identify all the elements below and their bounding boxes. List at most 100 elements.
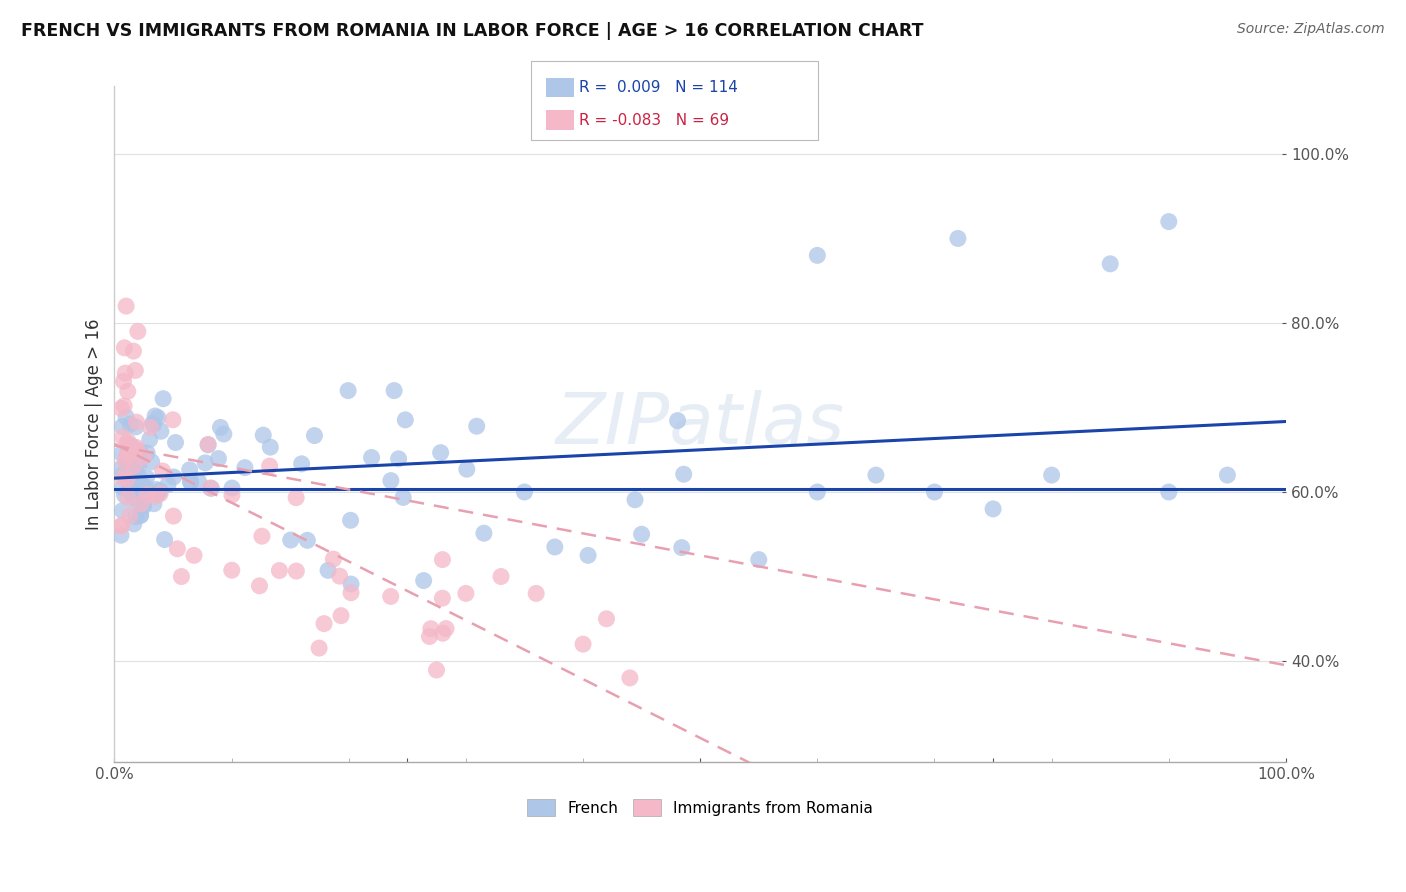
Point bbox=[672, 467, 695, 482]
Point bbox=[131, 449, 153, 463]
Point bbox=[118, 508, 141, 523]
Point bbox=[122, 344, 145, 359]
Point bbox=[806, 248, 828, 262]
Point bbox=[115, 449, 138, 463]
Point bbox=[145, 483, 167, 497]
Point bbox=[146, 410, 169, 425]
Point bbox=[129, 508, 152, 522]
Point bbox=[544, 540, 567, 554]
Point bbox=[619, 671, 641, 685]
Point bbox=[118, 445, 141, 459]
Point bbox=[465, 419, 488, 434]
Point bbox=[118, 478, 141, 492]
Point bbox=[129, 508, 152, 523]
Point bbox=[259, 458, 281, 473]
Point bbox=[316, 563, 339, 577]
Point bbox=[513, 485, 536, 500]
Point bbox=[117, 442, 139, 456]
Point bbox=[165, 435, 187, 450]
Point bbox=[134, 480, 156, 494]
Point bbox=[131, 490, 153, 504]
Point bbox=[250, 529, 273, 543]
Point bbox=[111, 503, 134, 517]
Point bbox=[337, 384, 360, 398]
Point bbox=[162, 413, 184, 427]
Point bbox=[112, 341, 135, 355]
Point bbox=[143, 490, 166, 504]
Point bbox=[120, 446, 142, 460]
Point bbox=[129, 445, 152, 459]
Point bbox=[312, 616, 335, 631]
Point bbox=[360, 450, 382, 465]
Point bbox=[489, 569, 512, 583]
Point bbox=[285, 491, 308, 505]
Point bbox=[187, 475, 209, 489]
Point bbox=[125, 509, 148, 524]
Point bbox=[380, 474, 402, 488]
Point bbox=[115, 410, 138, 425]
Point bbox=[115, 473, 138, 487]
Point bbox=[142, 417, 165, 432]
Point bbox=[212, 427, 235, 442]
Point bbox=[572, 637, 595, 651]
Point bbox=[117, 457, 139, 471]
Point bbox=[110, 519, 132, 533]
Point bbox=[194, 456, 217, 470]
Point bbox=[125, 478, 148, 492]
Point bbox=[152, 464, 174, 478]
Point bbox=[117, 384, 139, 399]
Point bbox=[259, 440, 281, 454]
Text: ZIPatlas: ZIPatlas bbox=[555, 390, 845, 458]
Point bbox=[595, 612, 617, 626]
Point bbox=[382, 384, 405, 398]
Point bbox=[110, 401, 132, 416]
Text: Source: ZipAtlas.com: Source: ZipAtlas.com bbox=[1237, 22, 1385, 37]
Point bbox=[472, 526, 495, 541]
Text: R =  0.009   N = 114: R = 0.009 N = 114 bbox=[579, 80, 738, 95]
Point bbox=[456, 462, 478, 476]
Point bbox=[120, 464, 142, 478]
Point bbox=[162, 509, 184, 524]
Point bbox=[149, 483, 172, 498]
Point bbox=[221, 481, 243, 495]
Point bbox=[120, 439, 142, 453]
Point bbox=[209, 420, 232, 434]
Point bbox=[576, 549, 599, 563]
Point bbox=[630, 527, 652, 541]
Point bbox=[183, 549, 205, 563]
Point bbox=[117, 491, 139, 505]
Point bbox=[146, 487, 169, 501]
Point bbox=[179, 463, 201, 477]
Point bbox=[124, 465, 146, 479]
Point bbox=[221, 563, 243, 577]
Point bbox=[454, 586, 477, 600]
Point bbox=[110, 528, 132, 542]
Point bbox=[153, 533, 176, 547]
Point bbox=[125, 441, 148, 455]
Point bbox=[128, 458, 150, 473]
Point bbox=[124, 363, 146, 377]
Point bbox=[304, 428, 326, 442]
Point bbox=[138, 433, 160, 447]
Point bbox=[125, 442, 148, 457]
Point bbox=[112, 467, 135, 482]
Point bbox=[149, 486, 172, 500]
Point bbox=[180, 475, 202, 490]
Point bbox=[432, 552, 454, 566]
Point bbox=[125, 420, 148, 434]
Text: FRENCH VS IMMIGRANTS FROM ROMANIA IN LABOR FORCE | AGE > 16 CORRELATION CHART: FRENCH VS IMMIGRANTS FROM ROMANIA IN LAB… bbox=[21, 22, 924, 40]
Point bbox=[269, 564, 291, 578]
Point bbox=[340, 585, 363, 599]
Point bbox=[419, 622, 441, 636]
Point bbox=[125, 458, 148, 472]
Point bbox=[111, 471, 134, 485]
Y-axis label: In Labor Force | Age > 16: In Labor Force | Age > 16 bbox=[86, 318, 103, 530]
Point bbox=[865, 468, 887, 483]
Legend: French, Immigrants from Romania: French, Immigrants from Romania bbox=[522, 792, 879, 822]
Point bbox=[122, 491, 145, 505]
Point bbox=[111, 481, 134, 495]
Point bbox=[330, 608, 353, 623]
Point bbox=[806, 485, 828, 500]
Point bbox=[152, 392, 174, 406]
Point bbox=[112, 399, 135, 413]
